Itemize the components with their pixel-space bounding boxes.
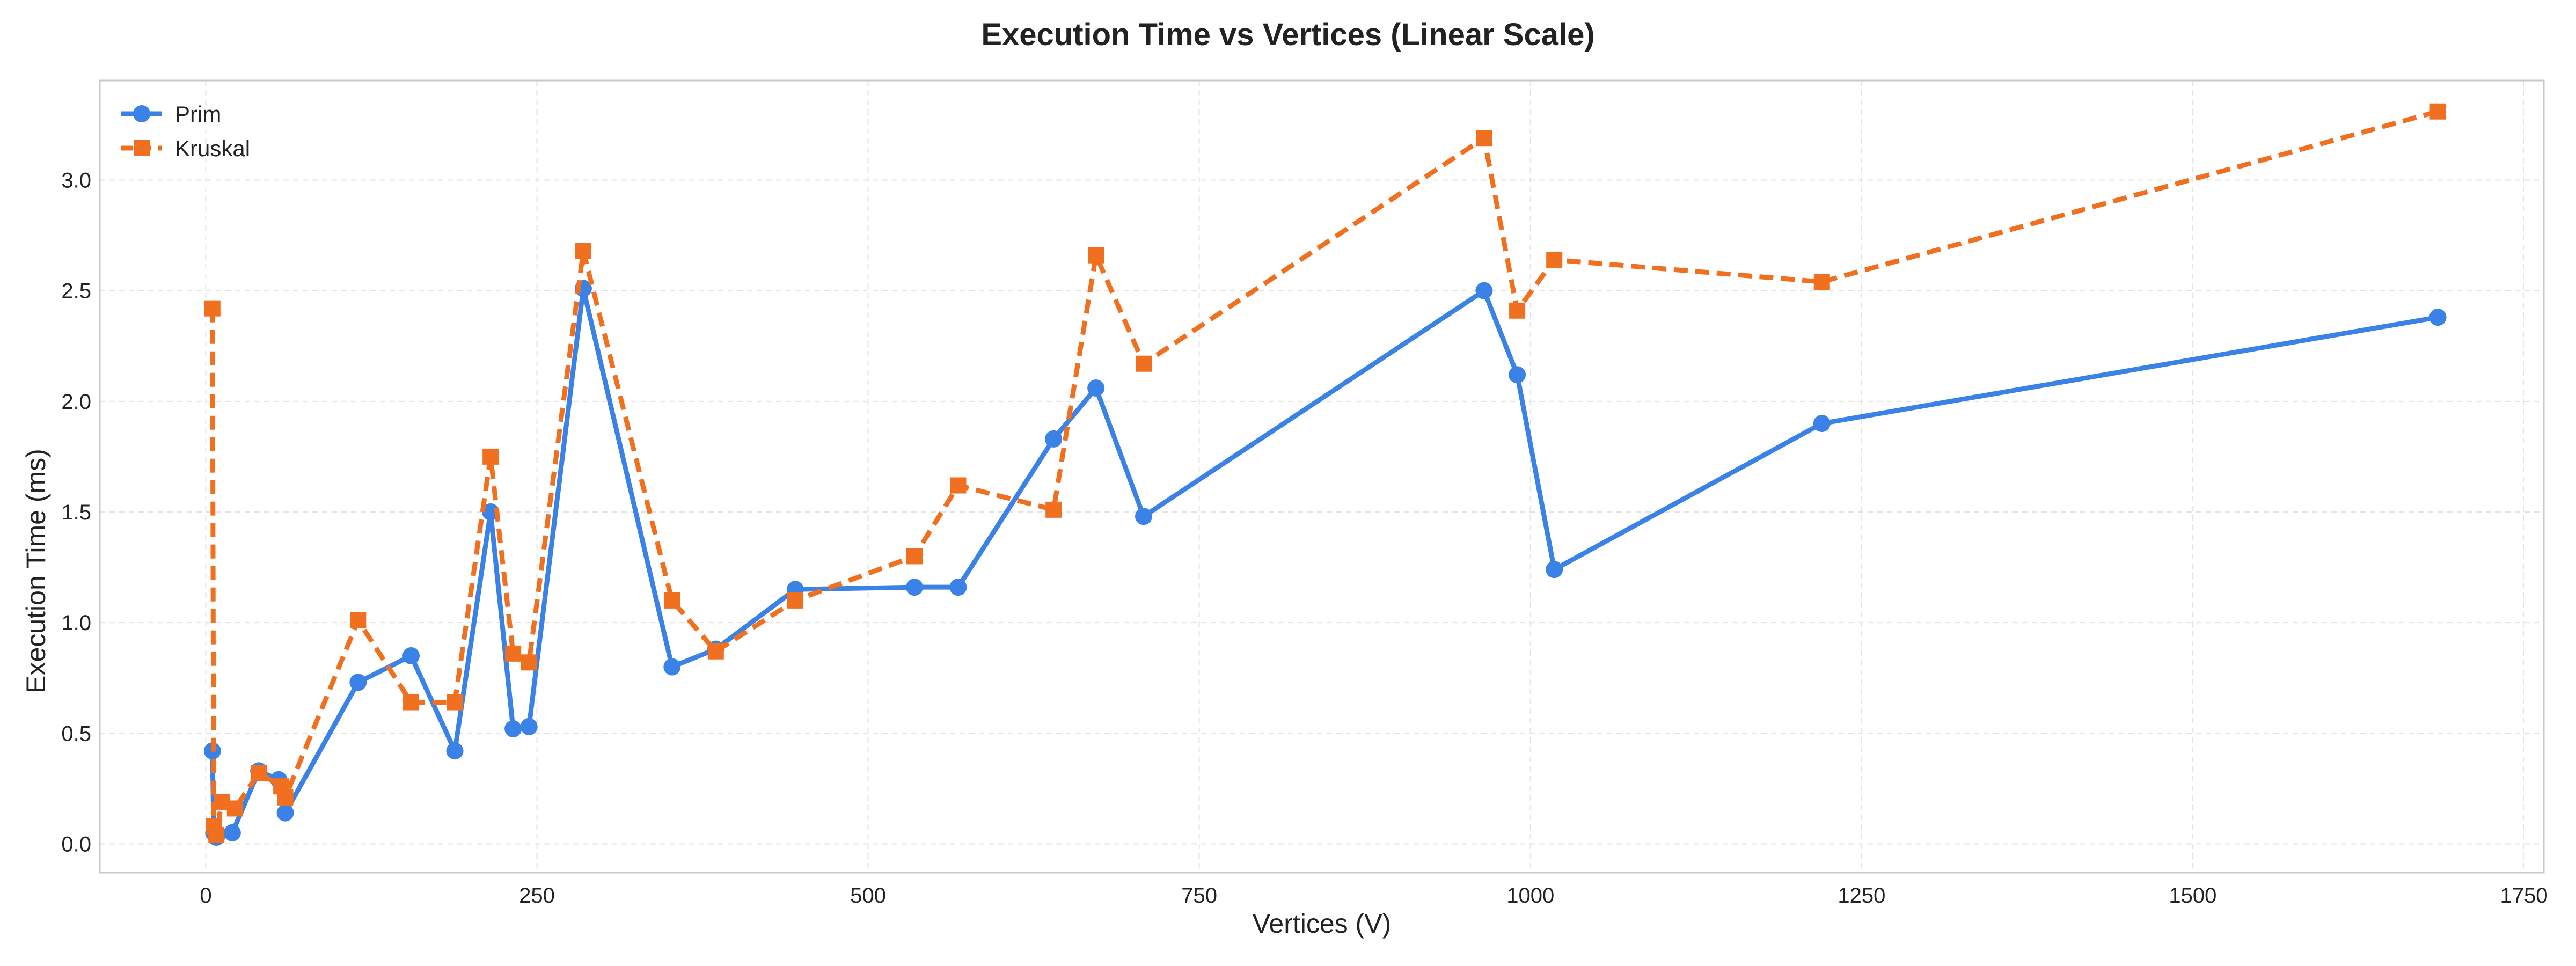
x-tick-label: 1250 xyxy=(1838,884,1885,908)
data-point-prim xyxy=(663,658,681,676)
tick-labels: 0 250 500 750 1000 1250 1500 1750 0.0 0.5 1.0 1.5 2.… xyxy=(61,169,2548,908)
data-point-kruskal xyxy=(950,477,967,494)
series xyxy=(203,103,2447,846)
data-point-kruskal xyxy=(906,548,923,565)
data-point-kruskal xyxy=(1813,274,1830,290)
data-point-kruskal xyxy=(1509,302,1526,319)
data-point-prim xyxy=(1546,561,1563,579)
legend-marker xyxy=(134,140,150,156)
legend-label: Prim xyxy=(175,101,221,127)
data-point-prim xyxy=(1045,430,1063,448)
legend-item-prim: Prim xyxy=(121,101,221,127)
data-point-kruskal xyxy=(208,826,225,843)
data-point-prim xyxy=(949,579,967,596)
y-tick-label: 1.5 xyxy=(61,501,91,524)
data-point-kruskal xyxy=(1045,501,1062,518)
data-point-prim xyxy=(520,718,538,735)
y-tick-label: 2.0 xyxy=(61,390,91,414)
data-point-prim xyxy=(1135,508,1153,525)
y-tick-label: 1.0 xyxy=(61,611,91,635)
data-point-kruskal xyxy=(2429,103,2446,120)
x-tick-label: 1750 xyxy=(2500,884,2548,908)
data-point-kruskal xyxy=(664,592,680,609)
data-point-kruskal xyxy=(1476,130,1492,147)
grid xyxy=(100,80,2544,873)
data-point-prim xyxy=(2429,309,2447,326)
legend-marker xyxy=(133,105,150,122)
x-tick-label: 250 xyxy=(519,884,555,908)
plot-frame xyxy=(99,79,2545,874)
legend-label: Kruskal xyxy=(175,136,250,161)
data-point-prim xyxy=(446,742,464,760)
legend: Prim Kruskal xyxy=(121,101,250,161)
x-tick-label: 0 xyxy=(200,884,211,908)
data-point-kruskal xyxy=(226,800,243,817)
data-point-kruskal xyxy=(447,694,463,711)
data-point-prim xyxy=(1813,415,1831,433)
data-point-prim xyxy=(402,647,420,664)
data-point-prim xyxy=(482,503,500,521)
x-tick-label: 500 xyxy=(850,884,886,908)
data-point-kruskal xyxy=(1088,247,1104,264)
data-point-prim xyxy=(349,674,367,691)
data-point-kruskal xyxy=(1546,251,1563,268)
data-point-kruskal xyxy=(787,592,803,609)
data-point-prim xyxy=(223,824,241,841)
series-line-prim xyxy=(210,286,2440,840)
y-tick-label: 3.0 xyxy=(61,169,91,193)
data-point-kruskal xyxy=(575,243,591,259)
x-tick-label: 750 xyxy=(1181,884,1217,908)
data-point-prim xyxy=(1475,282,1493,299)
data-point-kruskal xyxy=(204,300,221,317)
data-point-prim xyxy=(1087,379,1105,397)
data-point-prim xyxy=(906,579,923,596)
series-line-kruskal xyxy=(210,109,2439,838)
legend-item-kruskal: Kruskal xyxy=(121,136,250,161)
data-point-kruskal xyxy=(1136,355,1152,372)
data-point-kruskal xyxy=(707,643,724,660)
data-point-kruskal xyxy=(482,448,499,465)
y-tick-label: 0.0 xyxy=(61,832,91,856)
data-point-kruskal xyxy=(505,645,522,662)
data-point-kruskal xyxy=(521,654,537,671)
y-axis-label: Execution Time (ms) xyxy=(21,449,51,693)
data-point-kruskal xyxy=(277,789,294,806)
y-tick-label: 0.5 xyxy=(61,722,91,745)
chart-title: Execution Time vs Vertices (Linear Scale… xyxy=(981,17,1594,52)
x-tick-label: 1500 xyxy=(2169,884,2216,908)
data-point-kruskal xyxy=(251,765,267,781)
x-axis-label: Vertices (V) xyxy=(1253,909,1391,939)
y-tick-label: 2.5 xyxy=(61,280,91,303)
data-point-prim xyxy=(276,804,294,822)
x-tick-label: 1000 xyxy=(1506,884,1554,908)
series-kruskal xyxy=(204,103,2446,843)
data-point-kruskal xyxy=(403,694,420,711)
data-point-prim xyxy=(1509,366,1526,384)
data-point-prim xyxy=(504,720,522,738)
data-point-kruskal xyxy=(350,612,367,628)
